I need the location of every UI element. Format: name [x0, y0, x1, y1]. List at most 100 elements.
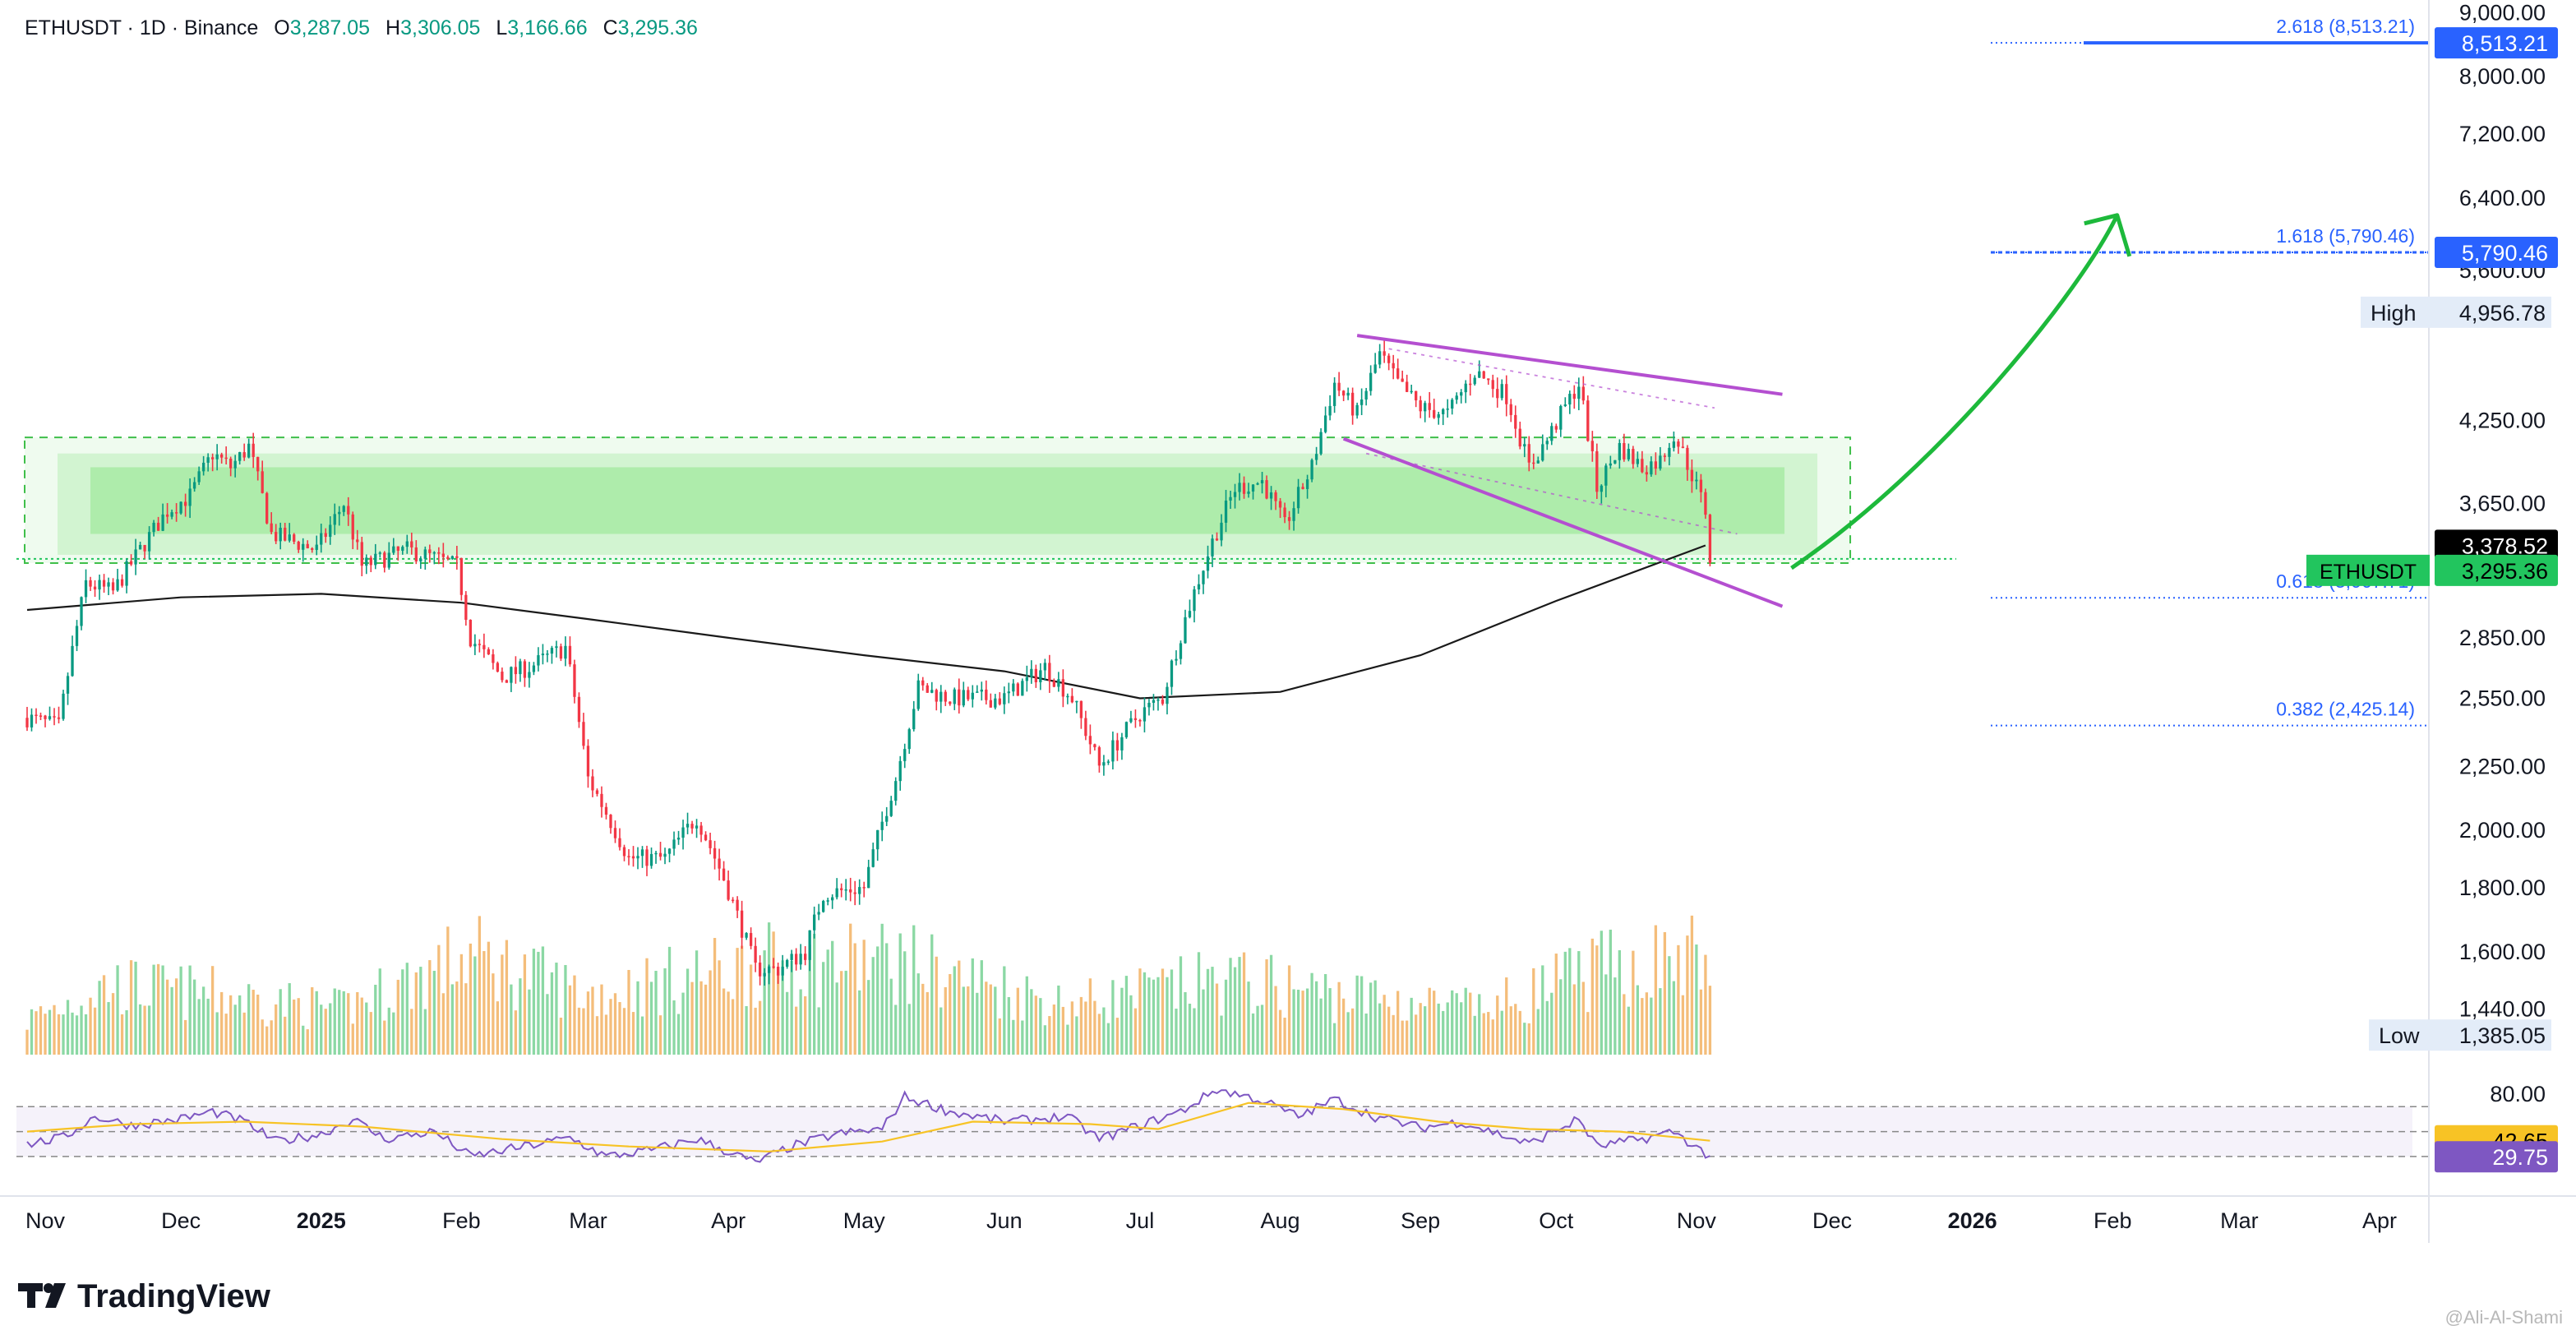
- candle-body: [275, 532, 278, 542]
- candle-body: [492, 654, 495, 663]
- volume-bar: [727, 991, 730, 1055]
- candle-body: [1641, 459, 1644, 473]
- volume-bar: [279, 989, 282, 1055]
- candle-body: [649, 853, 653, 866]
- candle-body: [1568, 394, 1572, 405]
- candle-body: [242, 452, 246, 458]
- volume-bar: [985, 981, 988, 1055]
- volume-bar: [514, 1010, 518, 1055]
- volume-bar: [62, 1014, 65, 1055]
- volume-bar: [111, 993, 115, 1055]
- price-tick-label: 2,250.00: [2459, 754, 2546, 778]
- volume-bar: [1518, 1010, 1521, 1055]
- volume-bar: [1043, 1025, 1047, 1055]
- candle-body: [210, 457, 215, 460]
- volume-bar: [432, 970, 436, 1055]
- candle-body: [727, 880, 730, 900]
- candle-body: [1048, 663, 1051, 681]
- volume-bar: [134, 961, 137, 1055]
- volume-bar: [275, 1004, 278, 1055]
- candle-body: [1066, 695, 1069, 698]
- candle-body: [197, 471, 201, 483]
- candle-body: [1623, 443, 1626, 460]
- candle-body: [1645, 472, 1649, 475]
- open-value: 3,287.05: [290, 16, 370, 39]
- candles: [25, 339, 1712, 986]
- volume-bar: [618, 1002, 621, 1055]
- volume-bar: [410, 1009, 413, 1055]
- volume-bar: [817, 1007, 820, 1055]
- candle-body: [138, 544, 142, 550]
- candle-body: [663, 853, 667, 857]
- candle-body: [320, 533, 323, 545]
- candle-body: [107, 582, 110, 587]
- volume-bar: [1378, 1003, 1382, 1055]
- candle-body: [93, 586, 97, 590]
- volume-bar: [374, 984, 377, 1055]
- volume-bar: [220, 991, 224, 1055]
- candle-body: [1500, 384, 1503, 399]
- candle-body: [912, 709, 916, 730]
- volume-bar: [640, 1016, 644, 1055]
- volume-bar: [1581, 981, 1585, 1055]
- volume-bar: [233, 1005, 237, 1055]
- volume-bar: [311, 986, 314, 1055]
- candle-body: [188, 488, 192, 506]
- candle-body: [718, 858, 721, 869]
- candle-body: [1383, 351, 1386, 356]
- candle-body: [147, 532, 151, 552]
- volume-bar: [441, 993, 445, 1055]
- volume-bar: [392, 1012, 395, 1055]
- candle-body: [1156, 700, 1160, 701]
- price-axis[interactable]: 9,000.008,000.007,200.006,400.005,600.00…: [2428, 0, 2546, 1243]
- candle-body: [849, 889, 852, 893]
- volume-bar: [224, 1014, 228, 1055]
- candle-body: [247, 443, 251, 458]
- volume-bar: [261, 1019, 264, 1055]
- candle-body: [885, 815, 889, 822]
- volume-bar: [1292, 989, 1295, 1055]
- low-tag-value: 1,385.05: [2459, 1023, 2546, 1048]
- volume-bar: [591, 986, 594, 1055]
- volume-bar: [998, 1018, 1001, 1055]
- candle-body: [898, 760, 902, 782]
- high-tag-value: 4,956.78: [2459, 301, 2546, 326]
- candle-body: [740, 910, 744, 938]
- volume-bar: [405, 963, 409, 1055]
- candle-body: [450, 556, 454, 559]
- candle-body: [631, 856, 635, 859]
- candle-body: [1695, 479, 1698, 482]
- volume-bar: [1346, 1012, 1350, 1055]
- candle-body: [428, 549, 432, 553]
- time-axis[interactable]: Nov Dec 2025 Feb Mar Apr May Jun Jul Aug Sep Oct Nov…: [0, 1195, 2576, 1233]
- volume-bar: [949, 973, 952, 1055]
- volume-bar: [423, 1009, 427, 1055]
- candle-body: [1704, 492, 1707, 515]
- candle-body: [1387, 355, 1391, 363]
- candle-body: [853, 892, 856, 894]
- candle-body: [1369, 372, 1373, 391]
- volume-bar: [138, 1004, 142, 1055]
- candle-body: [1197, 584, 1201, 589]
- volume-bar: [944, 986, 947, 1055]
- volume-bar: [1550, 992, 1553, 1055]
- close-value: 3,295.36: [618, 16, 698, 39]
- candle-body: [256, 456, 260, 472]
- candle-body: [1478, 371, 1481, 378]
- candle-body: [1301, 487, 1304, 489]
- fib-level-label: 2.618 (8,513.21): [2276, 16, 2415, 37]
- candle-body: [192, 482, 196, 489]
- candle-body: [808, 930, 811, 960]
- volume-bar: [1668, 956, 1671, 1055]
- candle-body: [1265, 480, 1268, 499]
- tradingview-logo[interactable]: TradingView: [18, 1278, 271, 1314]
- volume-bar: [1319, 998, 1323, 1055]
- candle-body: [1446, 409, 1449, 410]
- candle-body: [35, 714, 38, 716]
- candle-body: [419, 558, 422, 561]
- candle-body: [156, 522, 160, 531]
- price-tick-label: 9,000.00: [2459, 0, 2546, 25]
- projection-arrow: [1790, 213, 2132, 570]
- last-price-label-bg: [2435, 554, 2558, 586]
